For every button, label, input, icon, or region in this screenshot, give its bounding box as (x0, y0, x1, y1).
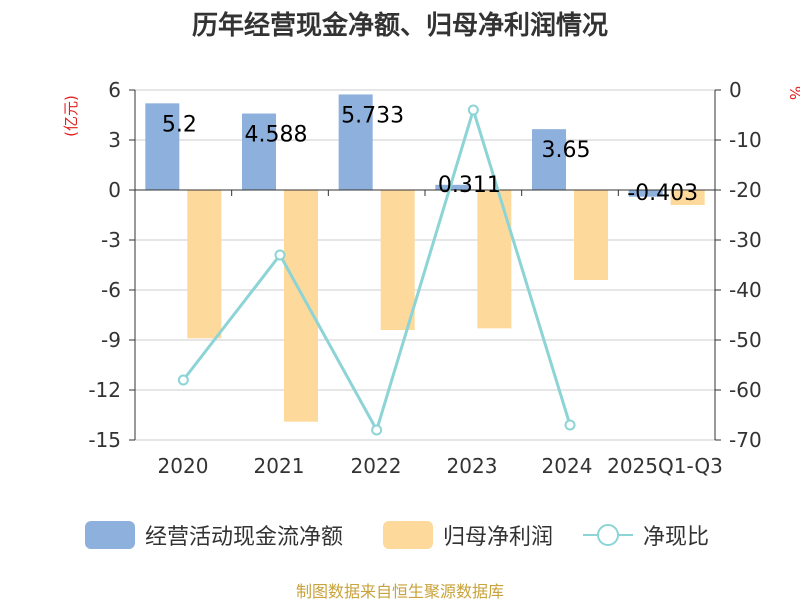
bar-operating-cash-flow (242, 113, 276, 190)
bar-net-profit (670, 190, 705, 205)
data-label-operating-cash-flow: 4.588 (245, 123, 308, 148)
bar-net-profit (380, 190, 415, 330)
y-left-tick-label: -15 (88, 428, 121, 452)
legend-label-operating-cash-flow: 经营活动现金流净额 (145, 525, 344, 550)
bar-operating-cash-flow (532, 129, 566, 190)
x-tick-label: 2024 (542, 454, 593, 478)
y-right-tick-label: -30 (729, 228, 762, 252)
bar-net-profit (477, 190, 512, 329)
chart-title: 历年经营现金净额、归母净利润情况 (191, 11, 608, 41)
legend-item-operating-cash-flow[interactable]: 经营活动现金流净额 (85, 515, 343, 555)
y-left-tick-label: -6 (101, 278, 121, 302)
y-left-tick-label: 0 (108, 178, 121, 202)
line-cash-ratio (182, 104, 572, 434)
x-tick-label: 2022 (351, 454, 402, 478)
bar-operating-cash-flow (435, 184, 470, 190)
x-tick-label: 2021 (254, 454, 305, 478)
data-label-operating-cash-flow: 5.2 (162, 112, 197, 137)
y-right-unit: % (786, 86, 800, 100)
point-cash-ratio (274, 249, 286, 261)
source-note: 制图数据来自恒生聚源数据库 (295, 582, 504, 601)
point-cash-ratio (467, 104, 479, 116)
legend-swatch-net-profit (383, 521, 433, 549)
data-label-operating-cash-flow: 5.733 (341, 103, 404, 128)
bar-operating-cash-flow (145, 103, 180, 190)
legend-item-cash-ratio[interactable]: 净现比 (583, 515, 709, 555)
point-cash-ratio (177, 374, 189, 386)
point-cash-ratio (564, 419, 576, 431)
y-left-unit: (亿元) (62, 95, 80, 137)
y-left-tick-label: -12 (88, 378, 121, 402)
bar-net-profit (284, 190, 318, 422)
legend-label-net-profit: 归母净利润 (443, 525, 554, 550)
y-right-tick-label: -40 (729, 278, 762, 302)
y-right-tick-label: -70 (729, 428, 762, 452)
data-label-operating-cash-flow: 0.311 (438, 173, 501, 198)
x-tick-label: 2023 (447, 454, 498, 478)
y-left-tick-label: -9 (101, 328, 121, 352)
y-right-tick-label: -10 (729, 128, 762, 152)
y-left-tick-label: 6 (108, 78, 121, 102)
y-right-tick-label: -20 (729, 178, 762, 202)
x-tick-label: 2020 (158, 454, 209, 478)
x-tick-label: 2025Q1-Q3 (607, 454, 723, 478)
y-left-tick-label: 3 (108, 128, 121, 152)
legend-swatch-operating-cash-flow (85, 521, 135, 549)
bar-operating-cash-flow (628, 190, 663, 197)
legend-item-net-profit[interactable]: 归母净利润 (383, 515, 553, 555)
y-left-tick-label: -3 (101, 228, 121, 252)
data-label-operating-cash-flow: -0.403 (627, 181, 698, 206)
y-right-tick-label: 0 (729, 78, 742, 102)
y-right-tick-label: -50 (729, 328, 762, 352)
bar-operating-cash-flow (338, 94, 373, 190)
legend-marker-cash-ratio (583, 521, 633, 549)
bar-net-profit (574, 190, 608, 280)
chart-legend: 经营活动现金流净额 归母净利润 净现比 (0, 515, 800, 555)
legend-label-cash-ratio: 净现比 (643, 525, 710, 550)
data-label-operating-cash-flow: 3.65 (542, 138, 591, 163)
y-right-tick-label: -60 (729, 378, 762, 402)
point-cash-ratio (371, 424, 383, 436)
bar-net-profit (187, 190, 222, 339)
